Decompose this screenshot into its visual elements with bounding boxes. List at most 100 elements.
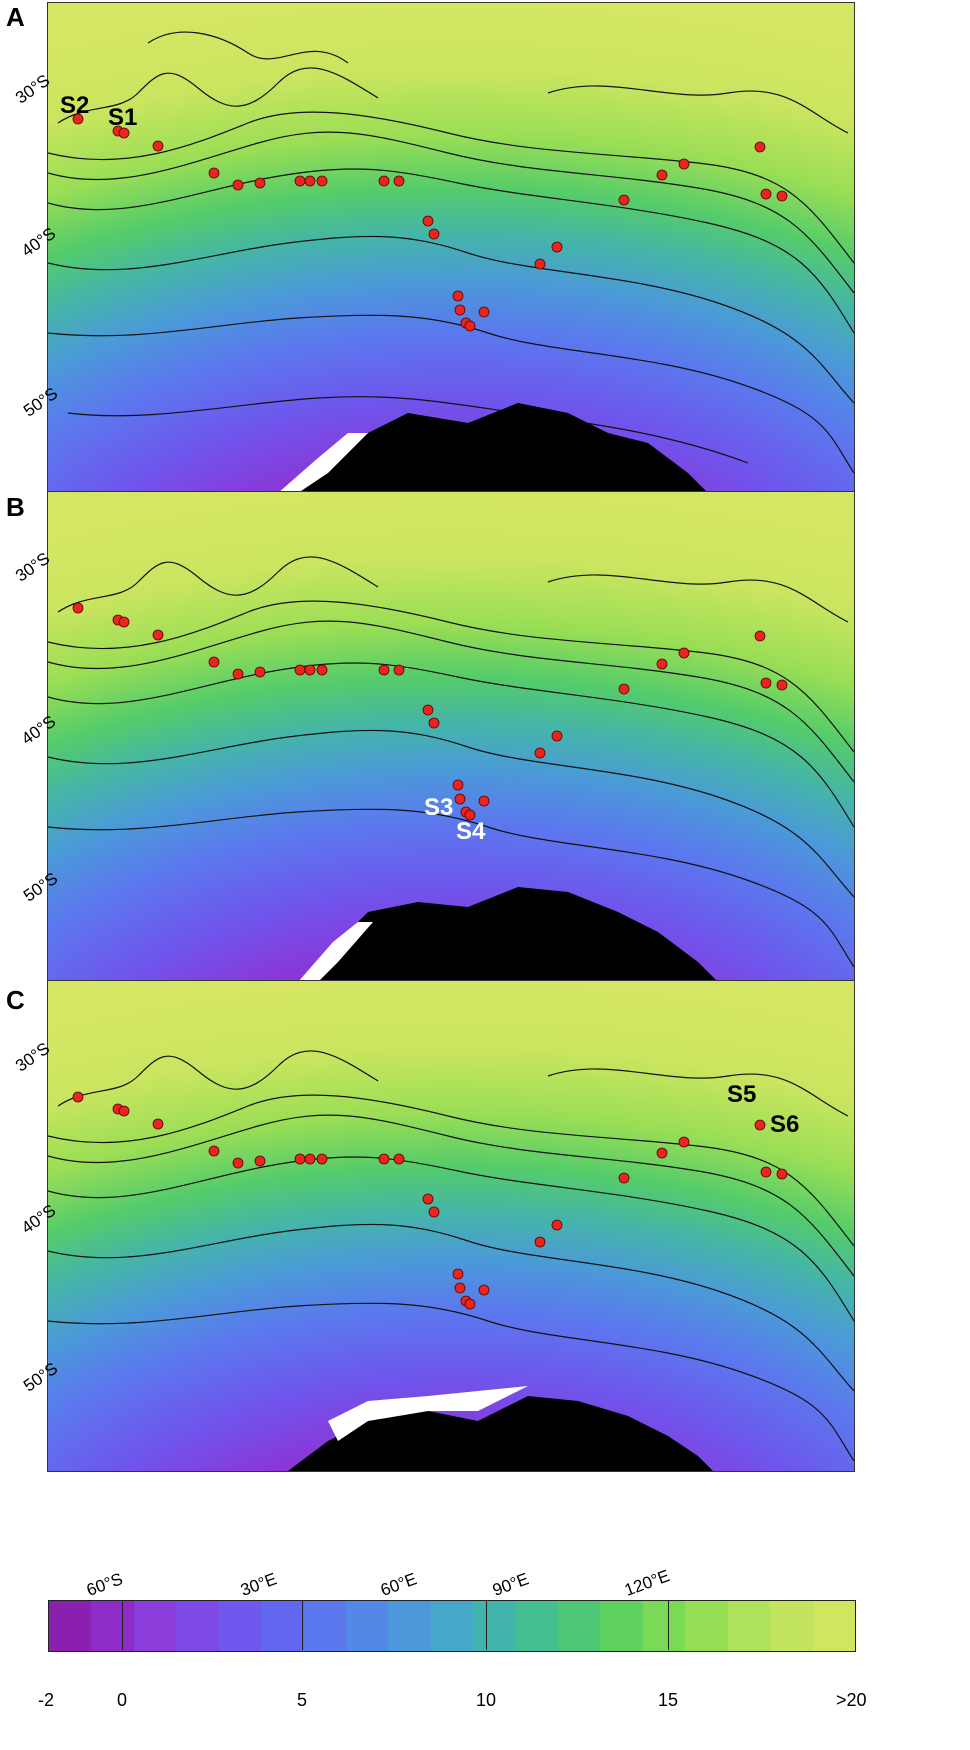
sample-point: [454, 793, 466, 805]
lon-label-60e: 60°E: [378, 1569, 420, 1600]
sample-point: [316, 1153, 328, 1165]
sample-point: [316, 664, 328, 676]
sample-point: [72, 1091, 84, 1103]
lon-label-60s: 60°S: [84, 1569, 126, 1600]
sample-point: [678, 1136, 690, 1148]
colorbar-swatch-5: [261, 1601, 304, 1651]
sample-point: [776, 679, 788, 691]
sample-point: [254, 666, 266, 678]
sample-point: [452, 1268, 464, 1280]
sample-point: [393, 664, 405, 676]
sample-point: [464, 1298, 476, 1310]
sample-point: [232, 668, 244, 680]
sample-point: [393, 1153, 405, 1165]
sample-point: [656, 169, 668, 181]
colorbar-tick-10: [486, 1600, 487, 1650]
colorbar-label-10: 10: [476, 1690, 497, 1710]
ice-shelf: [298, 922, 373, 982]
site-label-s6: S6: [770, 1111, 800, 1138]
sample-points: [72, 1091, 788, 1310]
sample-point: [428, 1206, 440, 1218]
colorbar-swatch-8: [388, 1601, 431, 1651]
site-label-s4: S4: [456, 818, 486, 845]
lon-label-120e: 120°E: [622, 1566, 673, 1600]
sample-point: [656, 658, 668, 670]
sample-point: [534, 747, 546, 759]
sample-point: [760, 188, 772, 200]
sample-point: [478, 306, 490, 318]
sample-point: [232, 179, 244, 191]
ice-shelf: [328, 1386, 528, 1441]
sample-point: [452, 290, 464, 302]
colorbar-swatch-17: [770, 1601, 813, 1651]
map-a-svg: [48, 3, 854, 493]
sample-point: [152, 629, 164, 641]
sample-point: [478, 1284, 490, 1296]
colorbar-swatch-3: [176, 1601, 219, 1651]
site-label-s2: S2: [60, 92, 90, 119]
map-panel-b: [47, 491, 855, 983]
sample-point: [72, 602, 84, 614]
contour-lines: [48, 556, 854, 968]
sample-point: [118, 1105, 130, 1117]
colorbar-swatch-18: [812, 1601, 856, 1651]
colorbar-swatch-11: [515, 1601, 559, 1651]
sample-point: [72, 113, 84, 125]
sample-point: [478, 795, 490, 807]
colorbar-swatch-0: [49, 1601, 92, 1651]
colorbar-swatch-7: [345, 1601, 389, 1651]
sample-point: [294, 664, 306, 676]
antarctica-land: [278, 403, 708, 493]
sample-point: [208, 1145, 220, 1157]
sample-point: [618, 1172, 630, 1184]
sample-point: [551, 1219, 563, 1231]
colorbar-swatch-6: [303, 1601, 346, 1651]
colorbar: [48, 1600, 856, 1652]
panel-letter-b: B: [6, 492, 25, 522]
antarctica-land: [298, 887, 718, 982]
sample-point: [422, 704, 434, 716]
sample-point: [551, 241, 563, 253]
sample-point: [760, 677, 772, 689]
map-c-svg: [48, 981, 854, 1471]
sample-point: [534, 258, 546, 270]
sample-point: [208, 167, 220, 179]
sample-point: [776, 1168, 788, 1180]
panel-letter-c: C: [6, 985, 25, 1015]
sample-point: [422, 215, 434, 227]
sample-point: [152, 1118, 164, 1130]
sample-point: [464, 809, 476, 821]
colorbar-swatch-14: [642, 1601, 686, 1651]
sample-point: [422, 1193, 434, 1205]
contour-lines: [48, 31, 854, 474]
lon-label-30e: 30°E: [238, 1569, 280, 1600]
colorbar-tick-0: [122, 1600, 123, 1650]
sample-point: [254, 177, 266, 189]
colorbar-label-5: 5: [297, 1690, 308, 1710]
colorbar-swatch-12: [558, 1601, 601, 1651]
sample-point: [118, 127, 130, 139]
sample-point: [254, 1155, 266, 1167]
sample-point: [428, 228, 440, 240]
map-panel-c: [47, 980, 855, 1472]
colorbar-swatch-15: [685, 1601, 728, 1651]
lon-label-90e: 90°E: [490, 1569, 532, 1600]
sample-point: [656, 1147, 668, 1159]
sample-point: [454, 1282, 466, 1294]
sample-point: [754, 1119, 766, 1131]
sample-point: [304, 664, 316, 676]
sample-point: [208, 656, 220, 668]
map-b-svg: [48, 492, 854, 982]
map-panel-a: [47, 2, 855, 494]
site-label-s3: S3: [424, 794, 454, 821]
sample-point: [118, 616, 130, 628]
colorbar-tick-5: [302, 1600, 303, 1650]
sst-field: [48, 981, 854, 1471]
sample-point: [678, 158, 690, 170]
sample-point: [378, 664, 390, 676]
sample-point: [618, 194, 630, 206]
colorbar-tick-15: [668, 1600, 669, 1650]
sample-point: [754, 141, 766, 153]
colorbar-swatch-10: [473, 1601, 516, 1651]
sample-point: [393, 175, 405, 187]
